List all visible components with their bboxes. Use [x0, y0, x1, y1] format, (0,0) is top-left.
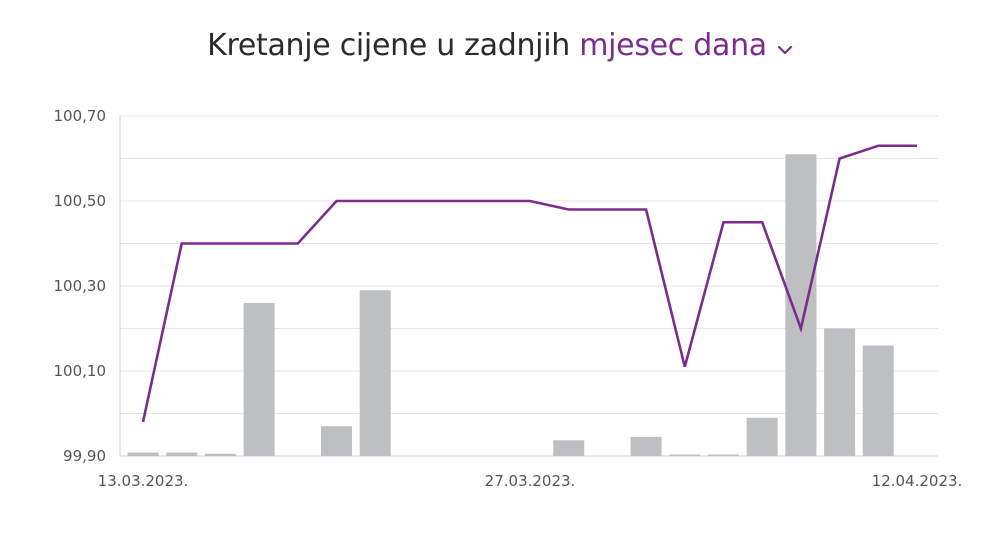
volume-bar[interactable] [630, 436, 662, 456]
price-point[interactable] [137, 416, 149, 428]
volume-bar[interactable] [127, 452, 159, 456]
chart-title: Kretanje cijene u zadnjih mjesec dana [0, 28, 1000, 64]
price-point[interactable] [911, 140, 923, 152]
y-tick-label: 100,10 [54, 362, 107, 380]
price-point[interactable] [756, 216, 768, 228]
price-point[interactable] [253, 238, 265, 250]
y-tick-label: 100,50 [54, 192, 107, 210]
chevron-down-icon [777, 29, 793, 64]
x-axis-ticks: 13.03.2023. 27.03.2023. 12.04.2023. [98, 472, 963, 490]
volume-bars [127, 154, 894, 457]
x-tick-label: 27.03.2023. [485, 472, 576, 490]
price-point[interactable] [447, 195, 459, 207]
price-point[interactable] [408, 195, 420, 207]
volume-bar[interactable] [166, 452, 198, 456]
price-point[interactable] [718, 216, 730, 228]
y-tick-label: 100,30 [54, 277, 107, 295]
volume-bar[interactable] [824, 328, 856, 457]
price-point[interactable] [485, 195, 497, 207]
volume-bar[interactable] [553, 440, 585, 456]
price-point[interactable] [679, 361, 691, 373]
price-point[interactable] [176, 238, 188, 250]
price-point[interactable] [795, 323, 807, 335]
price-point[interactable] [331, 195, 343, 207]
y-axis-ticks: 99,90 100,10 100,30 100,50 100,70 [54, 107, 107, 465]
price-line[interactable] [141, 144, 917, 423]
price-point[interactable] [601, 204, 613, 216]
price-point[interactable] [640, 204, 652, 216]
price-point[interactable] [872, 140, 884, 152]
volume-bar[interactable] [669, 454, 701, 457]
price-point[interactable] [524, 195, 536, 207]
volume-bar[interactable] [785, 154, 817, 456]
volume-bar[interactable] [243, 303, 275, 456]
period-label: mjesec dana [579, 28, 767, 63]
volume-bar[interactable] [359, 290, 391, 456]
x-tick-label: 12.04.2023. [872, 472, 963, 490]
y-tick-label: 99,90 [63, 447, 106, 465]
x-tick-label: 13.03.2023. [98, 472, 189, 490]
volume-bar[interactable] [708, 454, 739, 457]
volume-bar[interactable] [321, 426, 352, 456]
price-line-layer [137, 140, 923, 428]
price-point[interactable] [834, 153, 846, 165]
price-point[interactable] [563, 204, 575, 216]
y-tick-label: 100,70 [54, 107, 107, 125]
period-dropdown[interactable]: mjesec dana [579, 28, 793, 63]
price-point[interactable] [292, 238, 304, 250]
price-point[interactable] [214, 238, 226, 250]
volume-bar[interactable] [862, 345, 894, 457]
volume-bar[interactable] [204, 453, 236, 456]
title-prefix: Kretanje cijene u zadnjih [207, 28, 570, 63]
price-point[interactable] [369, 195, 381, 207]
volume-bar[interactable] [746, 417, 778, 456]
